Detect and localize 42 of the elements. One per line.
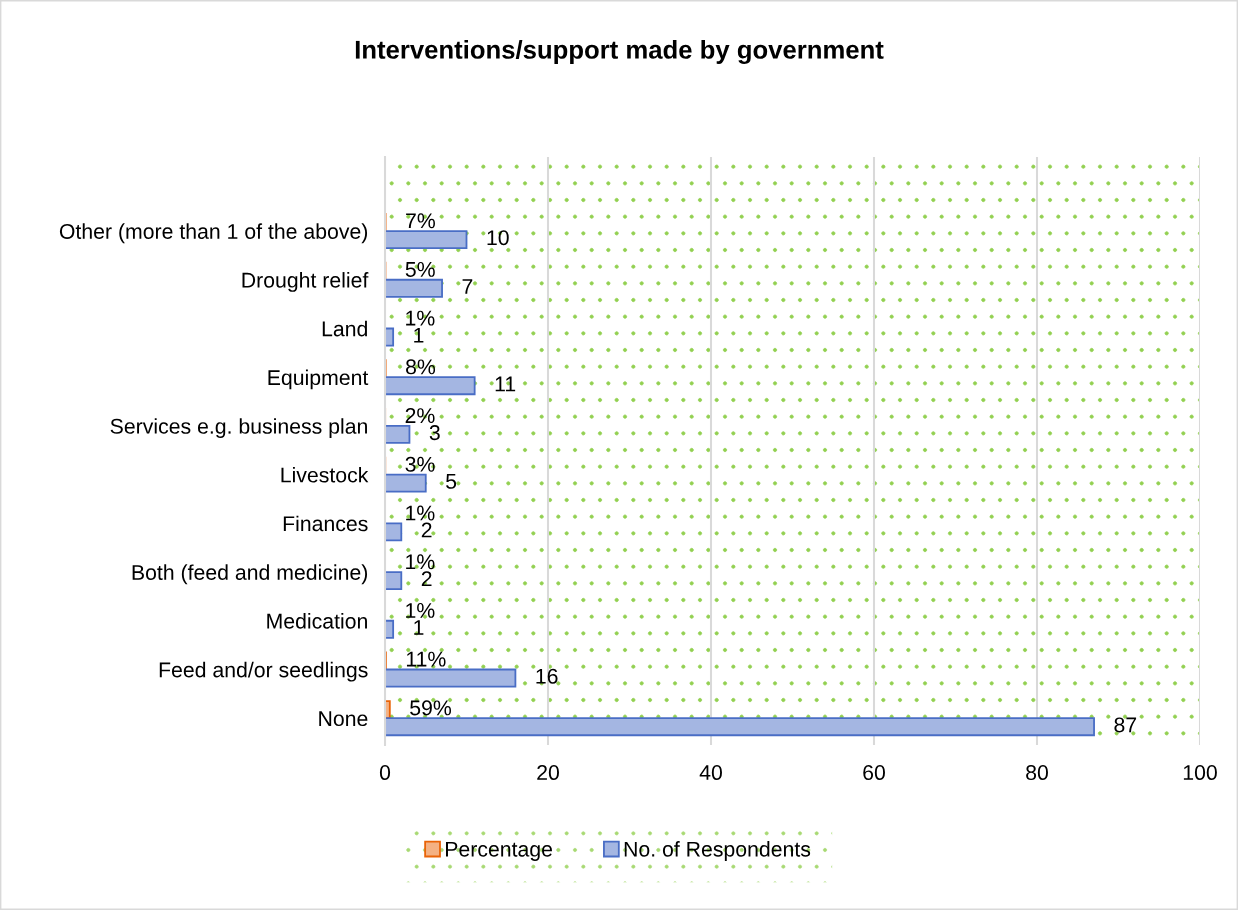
y-tick-label: Land: [322, 320, 367, 337]
data-label: 1: [414, 327, 424, 343]
data-label: 87: [1114, 717, 1137, 733]
chart-title: Interventions/support made by government: [355, 39, 884, 65]
y-tick-label: Both (feed and medicine): [132, 564, 368, 585]
y-tick-label: Drought relief: [242, 272, 369, 292]
x-tick-label: 40: [699, 765, 722, 781]
legend-label: Percentage: [446, 841, 552, 861]
x-tick-label: 80: [1026, 765, 1048, 781]
data-label: 1%: [406, 603, 435, 618]
data-label: 5: [446, 474, 457, 489]
data-label: 16: [536, 668, 558, 684]
data-label: 11%: [406, 651, 446, 667]
data-label: 3%: [405, 456, 435, 472]
data-label: 8%: [406, 359, 436, 375]
data-label: 1%: [406, 554, 435, 570]
data-label: 1%: [406, 310, 435, 326]
y-tick-label: Services e.g. business plan: [110, 418, 367, 439]
data-label: 1: [414, 620, 424, 635]
data-label: 7: [462, 279, 473, 294]
x-tick-label: 0: [379, 765, 391, 781]
y-tick-label: Medication: [267, 613, 367, 629]
y-tick-label: Feed and/or seedlings: [159, 661, 368, 682]
data-label: 11: [495, 376, 516, 392]
data-label: 2%: [405, 408, 435, 424]
data-label: 1%: [406, 505, 435, 521]
x-tick-label: 60: [863, 765, 885, 781]
data-label: 59%: [410, 700, 452, 716]
x-tick-label: 20: [537, 765, 559, 781]
data-label: 5%: [405, 261, 435, 277]
y-tick-label: Equipment: [268, 369, 369, 390]
legend-label: No. of Respondents: [624, 841, 811, 861]
data-label: 7%: [406, 213, 435, 229]
data-label: 2: [421, 571, 432, 587]
data-label: 10: [487, 230, 509, 246]
x-tick-label: 100: [1183, 765, 1217, 781]
data-label: 3: [429, 425, 440, 441]
y-tick-label: Finances: [283, 515, 368, 532]
data-label: 2: [421, 522, 432, 538]
y-tick-label: Other (more than 1 of the above): [59, 223, 368, 244]
y-tick-label: Livestock: [281, 466, 369, 483]
y-tick-label: None: [319, 711, 368, 727]
